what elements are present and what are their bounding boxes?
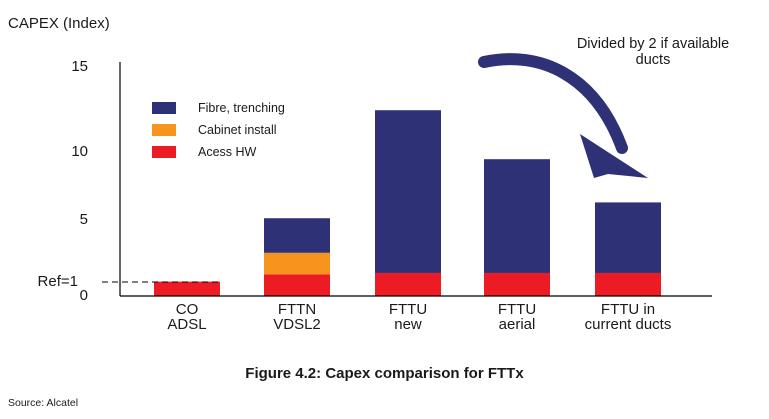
legend-swatch-cabinet	[152, 124, 176, 136]
legend-label-fibre: Fibre, trenching	[198, 101, 285, 115]
bar-segment	[484, 272, 550, 296]
legend-item: Acess HW	[152, 141, 285, 163]
legend-label-hw: Acess HW	[198, 145, 257, 159]
x-tick-label: FTTN VDSL2	[232, 302, 362, 332]
x-tick-label-line: VDSL2	[273, 316, 321, 333]
bar-segment	[264, 252, 330, 275]
legend-swatch-fibre	[152, 102, 176, 114]
annotation-line-2: ducts	[635, 52, 671, 68]
x-tick-label-line: FTTU in	[600, 301, 656, 318]
x-tick-label-line: FTTU	[497, 301, 537, 318]
y-tick-label: 15	[71, 58, 88, 75]
curved-arrow-icon	[478, 53, 628, 154]
bar-segment	[595, 202, 661, 273]
y-tick-label: 5	[79, 211, 88, 228]
x-tick-label: FTTU aerial	[452, 302, 582, 332]
bar-segment	[264, 274, 330, 296]
bar-segment	[154, 281, 220, 296]
x-tick-label-line: CO	[175, 301, 199, 318]
ref-label: Ref=1	[37, 273, 78, 290]
legend: Fibre, trenching Cabinet install Acess H…	[152, 97, 285, 163]
y-tick-label: 0	[79, 287, 88, 304]
legend-item: Fibre, trenching	[152, 97, 285, 119]
annotation-line-1: Divided by 2 if available	[576, 36, 730, 52]
y-axis-title: CAPEX (Index)	[8, 15, 110, 32]
x-tick-label-line: aerial	[498, 316, 536, 333]
x-tick-label-line: ADSL	[167, 316, 207, 333]
annotation-text: Divided by 2 if available ducts	[548, 36, 758, 68]
x-tick-label: FTTU new	[343, 302, 473, 332]
x-tick-label-line: FTTN	[277, 301, 317, 318]
bar-segment	[375, 272, 441, 296]
x-tick-label-line: FTTU	[388, 301, 428, 318]
bar-segment	[375, 110, 441, 273]
figure-caption: Figure 4.2: Capex comparison for FTTx	[245, 365, 524, 382]
bar-segment	[264, 218, 330, 253]
legend-swatch-hw	[152, 146, 176, 158]
legend-item: Cabinet install	[152, 119, 285, 141]
bar-segment	[484, 159, 550, 273]
x-tick-label-line: new	[394, 316, 422, 333]
arrow-head-icon	[580, 134, 648, 178]
legend-label-cabinet: Cabinet install	[198, 123, 277, 137]
y-tick-label: 10	[71, 143, 88, 160]
source-note: Source: Alcatel	[8, 397, 79, 409]
x-tick-label-line: current ducts	[584, 316, 672, 333]
bars-group	[154, 110, 661, 296]
x-tick-label: CO ADSL	[122, 302, 252, 332]
bar-segment	[595, 272, 661, 296]
x-tick-label: FTTU in current ducts	[563, 302, 693, 332]
